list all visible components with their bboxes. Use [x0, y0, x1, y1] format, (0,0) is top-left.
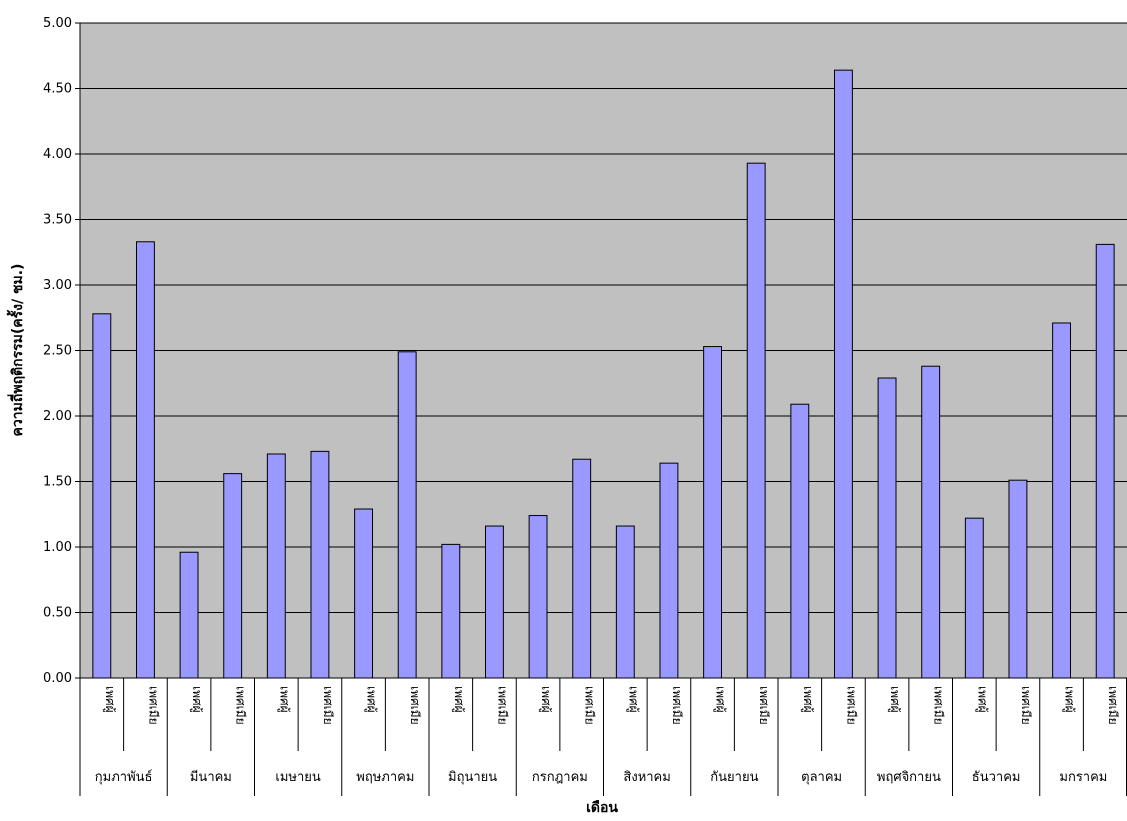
- x-subcategory-label: เพศเมีย: [495, 686, 509, 725]
- bar: [179, 551, 199, 679]
- bar: [484, 525, 504, 679]
- x-subcategory-label: เพศเมีย: [234, 686, 248, 725]
- bar: [659, 462, 679, 679]
- y-tick-label: 4.00: [43, 147, 72, 162]
- x-subcategory-label: เพศผู้: [276, 686, 291, 713]
- bar: [877, 377, 897, 679]
- bar: [790, 403, 810, 679]
- bar: [1095, 243, 1115, 679]
- x-subcategory-label: เพศผู้: [451, 686, 466, 713]
- bar: [703, 346, 723, 679]
- bar: [135, 241, 155, 679]
- x-subcategory-label: เพศผู้: [189, 686, 204, 713]
- x-category-label: ตุลาคม: [801, 770, 842, 785]
- x-category-label: สิงหาคม: [623, 770, 670, 785]
- y-tick-label: 5.00: [43, 16, 72, 31]
- bar: [1008, 479, 1028, 679]
- y-tick-label: 4.50: [43, 82, 72, 97]
- y-tick-labels: 0.00 0.50 1.00 1.50 2.00 2.50 3.00 3.50 4.00 4.50…: [43, 16, 72, 686]
- x-subcategory-label: เพศผู้: [974, 686, 989, 713]
- bar: [833, 69, 853, 679]
- bar: [921, 365, 941, 679]
- x-subcategory-label: เพศเมีย: [1106, 686, 1120, 725]
- x-category-label: กันยายน: [710, 770, 758, 785]
- bar: [354, 508, 374, 679]
- x-subcategory-label: เพศผู้: [538, 686, 553, 713]
- x-category-labels: เพศผู้ เพศเมียกุมภาพันธ์ เพศผู้ เพศเมียมีนา…: [95, 686, 1120, 785]
- bar: [441, 543, 461, 679]
- y-tick-label: 1.50: [43, 475, 72, 490]
- bar: [1052, 322, 1072, 679]
- x-subcategory-label: เพศเมีย: [408, 686, 422, 725]
- x-category-label: กุมภาพันธ์: [95, 769, 153, 785]
- bars: [92, 69, 1115, 679]
- y-tick-label: 2.50: [43, 344, 72, 359]
- x-subcategory-label: เพศเมีย: [1019, 686, 1033, 725]
- x-subcategory-label: เพศเมีย: [757, 686, 771, 725]
- bar: [266, 453, 286, 679]
- x-subcategory-label: เพศเมีย: [583, 686, 597, 725]
- bar: [223, 473, 243, 679]
- bar: [746, 162, 766, 679]
- bar: [397, 351, 417, 679]
- x-subcategory-label: เพศผู้: [1062, 686, 1077, 713]
- bar: [528, 515, 548, 679]
- x-subcategory-label: เพศเมีย: [670, 686, 684, 725]
- x-subcategory-label: เพศผู้: [364, 686, 379, 713]
- x-category-label: กรกฎาคม: [532, 770, 588, 785]
- y-tick-label: 1.00: [43, 540, 72, 555]
- x-category-label: มิถุนายน: [448, 770, 497, 785]
- x-subcategory-label: เพศผู้: [102, 686, 117, 713]
- y-tick-label: 0.50: [43, 606, 72, 621]
- x-subcategory-label: เพศผู้: [887, 686, 902, 713]
- x-category-label: เมษายน: [275, 770, 320, 785]
- x-category-label: ธันวาคม: [972, 770, 1021, 785]
- gridlines: [80, 22, 1127, 613]
- y-tick-label: 2.00: [43, 409, 72, 424]
- x-category-label: มกราคม: [1059, 770, 1107, 785]
- bar: [572, 458, 592, 679]
- x-category-label: พฤษภาคม: [356, 770, 414, 785]
- y-axis-title: ความถี่พฤติกรรม(ครั้ง/ ชม.): [6, 264, 26, 437]
- y-tick-label: 0.00: [43, 671, 72, 686]
- x-axis-title: เดือน: [586, 800, 618, 816]
- bar: [92, 313, 112, 679]
- x-category-label: พฤศจิกายน: [877, 770, 941, 785]
- x-subcategory-label: เพศเมีย: [844, 686, 858, 725]
- x-subcategory-label: เพศผู้: [625, 686, 640, 713]
- x-category-label: มีนาคม: [190, 769, 232, 785]
- bar: [615, 525, 635, 679]
- bar: [310, 450, 330, 679]
- y-tick-label: 3.50: [43, 213, 72, 228]
- x-subcategory-label: เพศเมีย: [321, 686, 335, 725]
- x-subcategory-label: เพศเมีย: [932, 686, 946, 725]
- x-subcategory-label: เพศผู้: [800, 686, 815, 713]
- x-subcategory-label: เพศเมีย: [146, 686, 160, 725]
- bar: [964, 517, 984, 679]
- y-tick-label: 3.00: [43, 278, 72, 293]
- x-subcategory-label: เพศผู้: [713, 686, 728, 713]
